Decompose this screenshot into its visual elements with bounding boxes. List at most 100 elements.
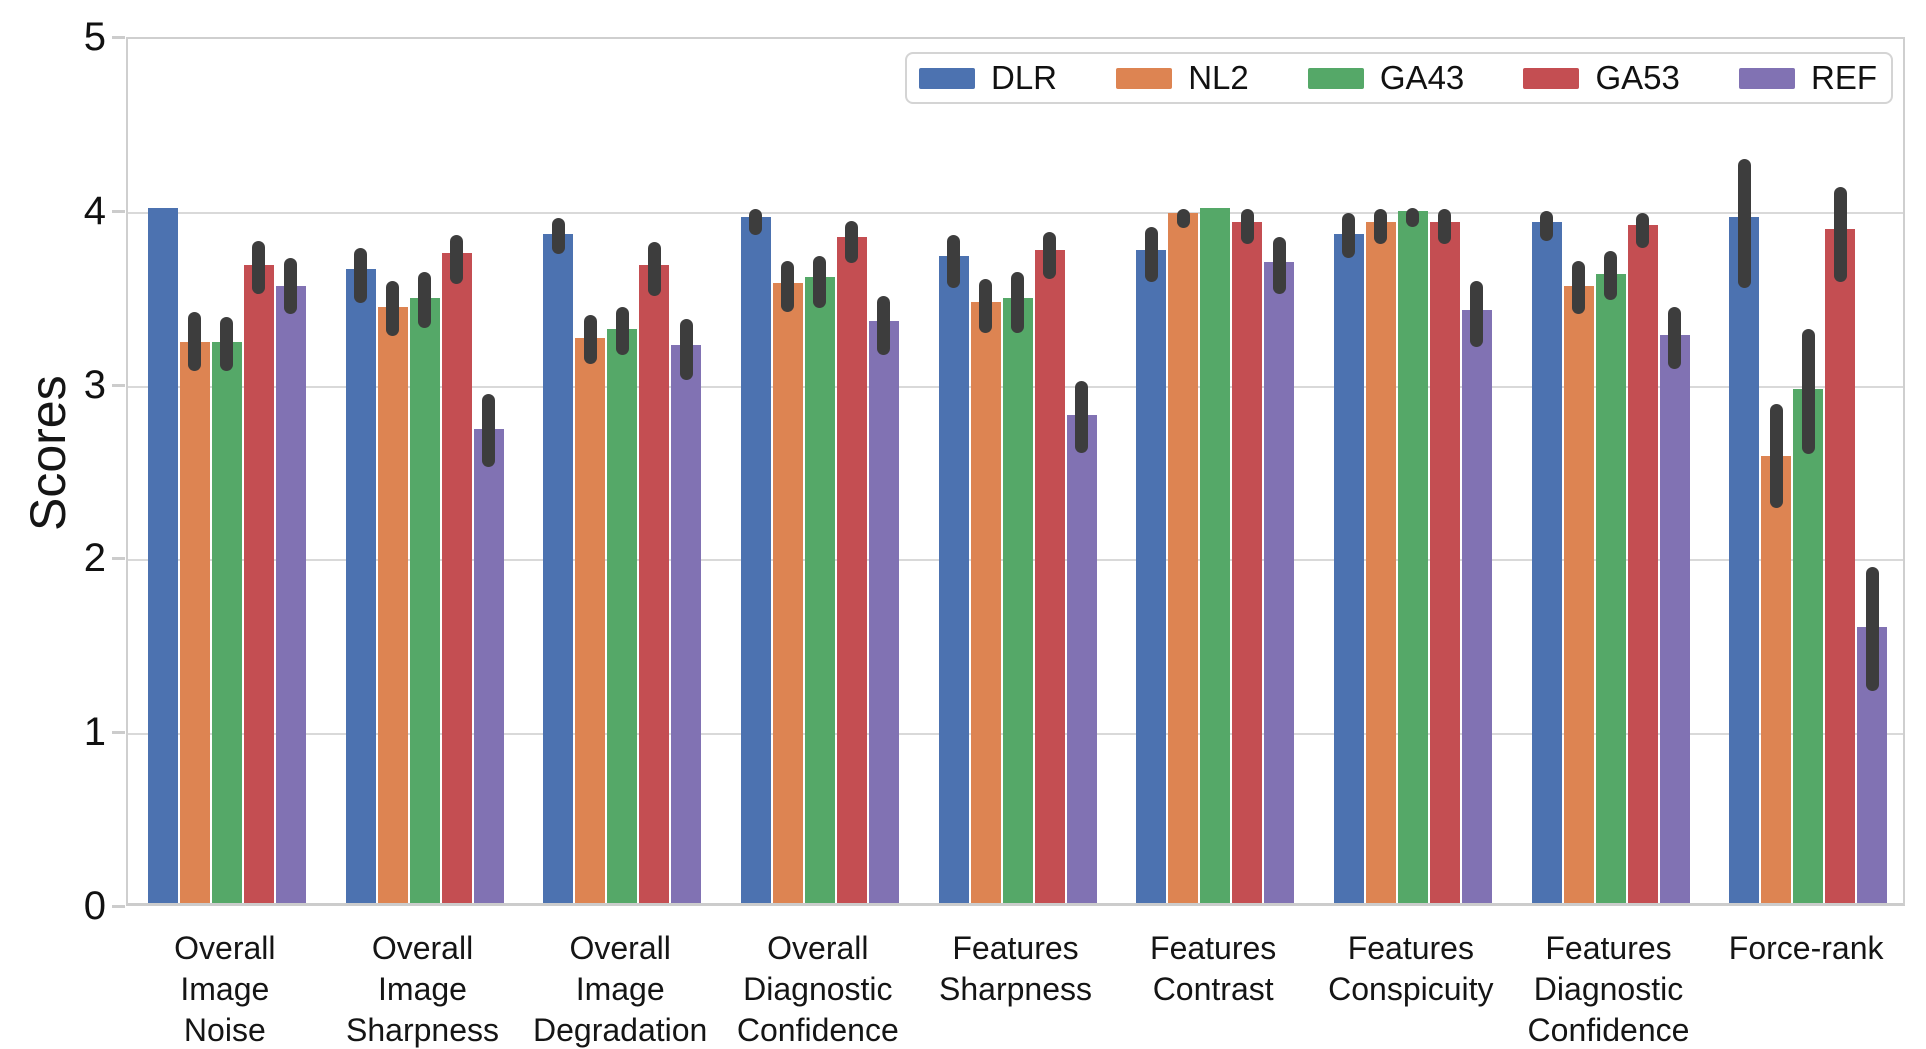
error-bar-NL2 bbox=[1374, 209, 1388, 245]
legend-item-DLR: DLR bbox=[919, 59, 1057, 97]
legend-label-GA53: GA53 bbox=[1595, 59, 1680, 96]
legend-label-NL2: NL2 bbox=[1188, 59, 1249, 96]
error-bar-GA43 bbox=[615, 306, 629, 356]
bar-REF bbox=[473, 428, 504, 903]
error-bar-REF bbox=[1272, 237, 1286, 295]
error-bar-DLR bbox=[749, 209, 763, 236]
error-bar-NL2 bbox=[1769, 403, 1783, 509]
error-bar-GA53 bbox=[1636, 212, 1649, 248]
error-bar-GA43 bbox=[1406, 207, 1420, 227]
y-tick-label: 2 bbox=[83, 536, 106, 581]
bar-GA43 bbox=[804, 277, 835, 903]
error-bar-DLR bbox=[1737, 158, 1751, 288]
legend: DLR NL2 GA43 GA53 REF bbox=[905, 52, 1893, 104]
y-tick-mark bbox=[112, 36, 125, 39]
y-tick-mark bbox=[112, 557, 125, 561]
error-bar-GA43 bbox=[418, 271, 431, 328]
bar-DLR bbox=[147, 207, 178, 903]
y-tick-label: 0 bbox=[83, 884, 106, 928]
legend-item-GA53: GA53 bbox=[1523, 59, 1680, 97]
bar-NL2 bbox=[377, 306, 408, 903]
x-tick-label: Overall Image Sharpness bbox=[346, 930, 499, 1048]
x-tick-label: Force-rank bbox=[1728, 930, 1884, 966]
bar-GA43 bbox=[1595, 273, 1626, 903]
y-tick-label: 3 bbox=[83, 362, 106, 407]
y-axis-title: Scores bbox=[20, 375, 76, 531]
error-bar-GA53 bbox=[647, 242, 661, 297]
bar-NL2 bbox=[1761, 456, 1792, 903]
bar-NL2 bbox=[1563, 286, 1594, 903]
error-bar-NL2 bbox=[188, 311, 202, 371]
x-tick-label: Features Contrast bbox=[1150, 930, 1277, 1007]
legend-label-REF: REF bbox=[1810, 59, 1877, 96]
bar-REF bbox=[1659, 334, 1690, 903]
y-tick-label: 4 bbox=[83, 188, 106, 233]
error-bar-REF bbox=[679, 318, 693, 380]
bar-GA43 bbox=[607, 329, 638, 903]
error-bar-DLR bbox=[1144, 226, 1158, 283]
bar-GA43 bbox=[1397, 211, 1428, 903]
error-bar-GA53 bbox=[1240, 209, 1254, 245]
error-bar-GA53 bbox=[1438, 209, 1452, 245]
bar-GA53 bbox=[1627, 225, 1658, 903]
error-bar-REF bbox=[1470, 280, 1484, 347]
bar-DLR bbox=[1531, 221, 1562, 903]
error-bar-REF bbox=[1865, 567, 1879, 691]
error-bar-DLR bbox=[947, 235, 960, 288]
error-bar-GA43 bbox=[813, 256, 827, 309]
plot-area bbox=[126, 37, 1905, 906]
legend-swatch-GA43 bbox=[1307, 67, 1364, 89]
bar-GA43 bbox=[1002, 298, 1033, 903]
bar-GA53 bbox=[639, 265, 670, 903]
x-tick-label: Features Diagnostic Confidence bbox=[1527, 930, 1690, 1048]
bar-REF bbox=[671, 345, 702, 903]
bar-REF bbox=[1264, 261, 1295, 903]
gridline bbox=[128, 211, 1903, 214]
legend-swatch-NL2 bbox=[1116, 67, 1173, 89]
error-bar-GA43 bbox=[1604, 251, 1617, 300]
error-bar-GA43 bbox=[1801, 329, 1815, 455]
error-bar-GA53 bbox=[845, 221, 859, 264]
error-bar-NL2 bbox=[1176, 209, 1190, 229]
y-tick-mark bbox=[112, 383, 125, 387]
error-bar-REF bbox=[1668, 306, 1681, 370]
error-bar-NL2 bbox=[583, 315, 597, 364]
legend-swatch-REF bbox=[1738, 67, 1795, 89]
error-bar-REF bbox=[284, 257, 298, 314]
bar-REF bbox=[275, 286, 306, 903]
bar-NL2 bbox=[179, 341, 210, 903]
bar-GA53 bbox=[441, 253, 472, 903]
bar-REF bbox=[868, 320, 899, 903]
error-bar-NL2 bbox=[979, 278, 992, 333]
bar-DLR bbox=[543, 233, 574, 903]
x-tick-label: Features Conspicuity bbox=[1328, 930, 1494, 1007]
bar-DLR bbox=[938, 256, 969, 903]
y-tick-mark bbox=[112, 905, 125, 908]
error-bar-DLR bbox=[1342, 212, 1356, 258]
error-bar-REF bbox=[877, 296, 891, 356]
legend-swatch-GA53 bbox=[1523, 67, 1580, 89]
bar-GA43 bbox=[1200, 207, 1231, 903]
error-bar-DLR bbox=[1540, 211, 1553, 241]
error-bar-DLR bbox=[551, 218, 565, 255]
error-bar-NL2 bbox=[386, 280, 399, 337]
x-tick-label: Overall Image Degradation bbox=[532, 930, 708, 1048]
bar-REF bbox=[1066, 414, 1097, 903]
bar-NL2 bbox=[1365, 221, 1396, 903]
error-bar-REF bbox=[482, 393, 495, 467]
error-bar-GA43 bbox=[1011, 271, 1024, 333]
bar-DLR bbox=[740, 216, 771, 903]
bar-GA53 bbox=[1429, 221, 1460, 903]
error-bar-GA43 bbox=[220, 317, 234, 371]
error-bar-DLR bbox=[354, 247, 367, 304]
y-tick-mark bbox=[112, 209, 125, 213]
legend-item-NL2: NL2 bbox=[1116, 59, 1249, 97]
bar-REF bbox=[1461, 310, 1492, 903]
bar-NL2 bbox=[772, 282, 803, 903]
error-bar-NL2 bbox=[1572, 261, 1585, 314]
y-tick-mark bbox=[112, 731, 125, 735]
error-bar-NL2 bbox=[781, 261, 795, 312]
bar-DLR bbox=[1729, 216, 1760, 903]
bar-DLR bbox=[345, 268, 376, 903]
legend-swatch-DLR bbox=[919, 67, 975, 89]
